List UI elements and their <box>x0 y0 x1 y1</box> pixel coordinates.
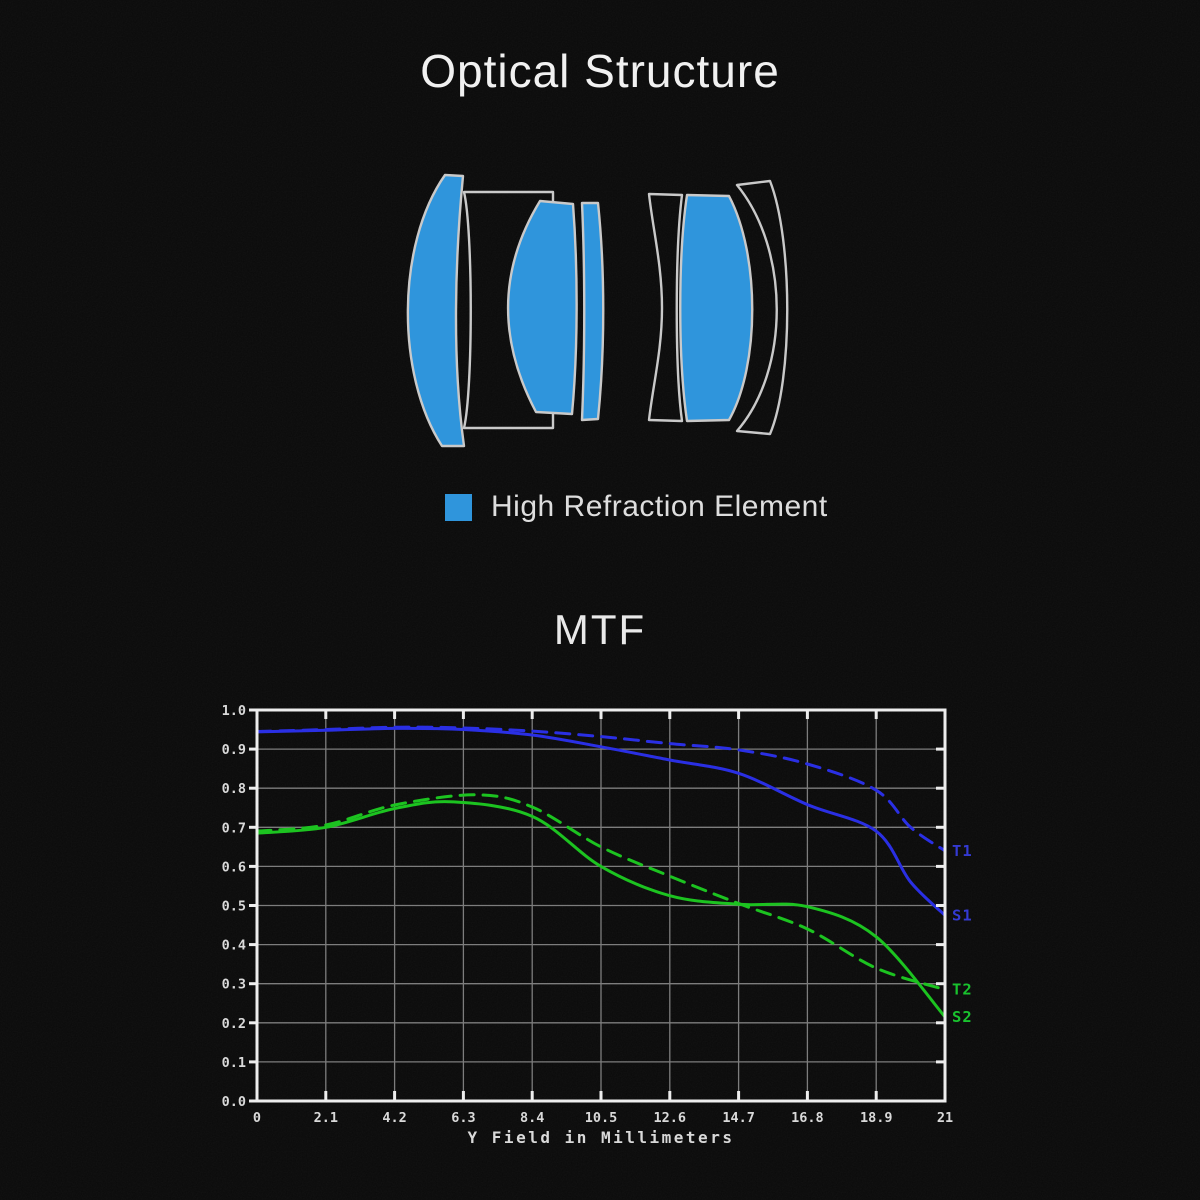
y-tick-label: 0.6 <box>222 859 246 875</box>
y-tick-label: 1.0 <box>222 703 246 719</box>
legend: High Refraction Element <box>445 490 828 524</box>
curve-label-T2: T2 <box>952 981 973 999</box>
x-tick-label: 18.9 <box>860 1110 893 1126</box>
x-tick-label: 4.2 <box>382 1110 406 1126</box>
curve-label-T1: T1 <box>952 842 973 860</box>
x-tick-label: 10.5 <box>585 1110 618 1126</box>
element-1-front-meniscus-high-refraction <box>406 173 466 448</box>
x-axis-label: Y Field in Millimeters <box>468 1128 735 1147</box>
legend-label: High Refraction Element <box>491 490 828 523</box>
curve-label-S1: S1 <box>952 906 973 924</box>
element-3-biconvex-high-refraction <box>506 199 578 416</box>
page-title: Optical Structure <box>420 45 780 97</box>
y-tick-label: 0.7 <box>222 820 246 836</box>
lens-diagram <box>406 173 789 448</box>
y-tick-label: 0.9 <box>222 742 246 758</box>
x-tick-label: 6.3 <box>451 1110 475 1126</box>
x-tick-label: 21 <box>937 1110 953 1126</box>
element-7-rear-meniscus-outline <box>735 179 789 436</box>
y-tick-label: 0.1 <box>222 1055 246 1071</box>
curve-label-S2: S2 <box>952 1008 973 1026</box>
y-tick-label: 0.4 <box>222 938 246 954</box>
mtf-chart-title: MTF <box>553 606 647 653</box>
element-2-plano-block-outline <box>462 190 555 430</box>
y-tick-label: 0.8 <box>222 781 246 797</box>
curve-S1 <box>255 726 947 917</box>
x-tick-label: 8.4 <box>520 1110 544 1126</box>
curve-T2 <box>255 793 947 992</box>
element-5-biconcave-outline <box>647 192 684 423</box>
element-4-thin-plano-high-refraction <box>580 201 605 422</box>
y-tick-label: 0.0 <box>222 1094 246 1110</box>
element-6-biconvex-high-refraction <box>679 193 754 423</box>
y-tick-label: 0.5 <box>222 899 246 915</box>
high-refraction-swatch-icon <box>445 493 472 521</box>
x-tick-label: 16.8 <box>791 1110 824 1126</box>
y-tick-label: 0.3 <box>222 977 246 993</box>
x-tick-label: 12.6 <box>654 1110 687 1126</box>
x-tick-label: 2.1 <box>314 1110 338 1126</box>
y-tick-label: 0.2 <box>222 1016 246 1032</box>
curve-S2 <box>255 800 947 1019</box>
x-tick-label: 0 <box>253 1110 261 1126</box>
x-tick-label: 14.7 <box>722 1110 755 1126</box>
